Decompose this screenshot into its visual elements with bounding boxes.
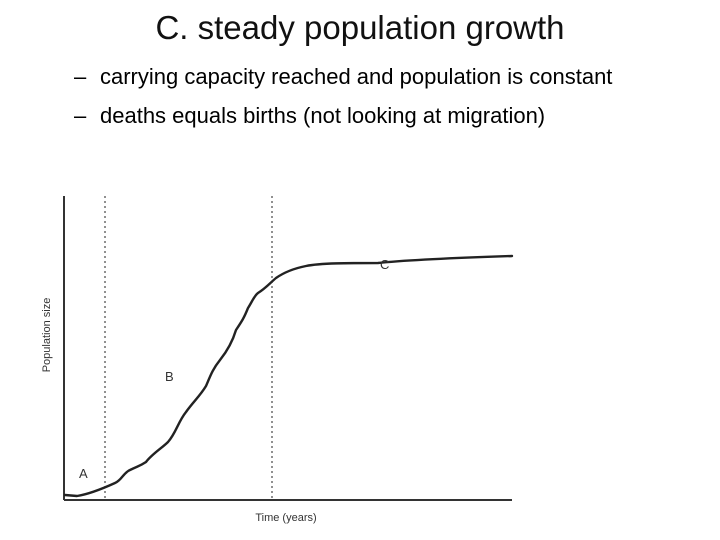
phase-label-c: C <box>380 257 389 272</box>
bullet-dash: – <box>74 103 87 128</box>
phase-label-b: B <box>165 369 174 384</box>
growth-curve <box>63 254 514 498</box>
bullet-text: carrying capacity reached and population… <box>100 64 613 89</box>
x-axis-label: Time (years) <box>255 512 316 524</box>
slide-title: C. steady population growth <box>155 9 565 46</box>
bullet-text: deaths equals births (not looking at mig… <box>100 103 546 128</box>
bullet-list: – carrying capacity reached and populati… <box>74 62 674 140</box>
phase-label-a: A <box>79 466 88 481</box>
bullet-dash: – <box>74 64 87 89</box>
bullet-item-deaths-births: – deaths equals births (not looking at m… <box>74 101 674 130</box>
y-axis-label: Population size <box>41 298 53 373</box>
bullet-item-carrying-capacity: – carrying capacity reached and populati… <box>74 62 674 91</box>
population-growth-graph: A B C Time (years) Population size <box>41 196 514 524</box>
